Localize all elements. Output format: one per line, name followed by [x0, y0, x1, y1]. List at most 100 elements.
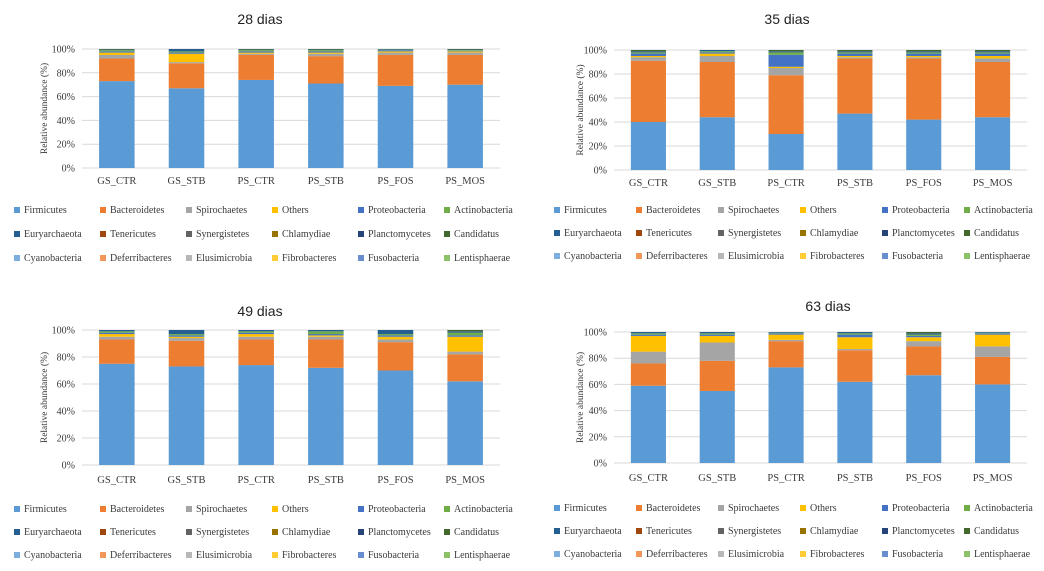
bar-segment-firmicutes: [975, 384, 1011, 463]
legend-swatch: [358, 255, 364, 261]
bar-segment-others: [168, 336, 205, 339]
legend-swatch: [554, 505, 560, 511]
bar-segment-proteobacteria: [699, 52, 735, 54]
bar-segment-bacteroidetes: [238, 54, 274, 80]
legend-swatch: [272, 552, 278, 558]
bar-segment-spirochaetes: [699, 56, 735, 62]
bar-segment-euryarchaeota: [238, 49, 274, 51]
bar-segment-actinobacteria: [768, 52, 804, 55]
bar-segment-actinobacteria: [377, 49, 414, 51]
bar-segment-firmicutes: [837, 113, 873, 170]
bar-segment-spirochaetes: [447, 351, 483, 355]
bar-segment-proteobacteria: [699, 334, 735, 336]
bar-segment-bacteroidetes: [837, 58, 873, 114]
legend-swatch: [444, 552, 450, 558]
legend-swatch: [554, 253, 560, 259]
bar-segment-spirochaetes: [837, 349, 873, 351]
legend-label: Chlamydiae: [810, 228, 859, 239]
bar-segment-others: [975, 56, 1011, 59]
bar-segment-actinobacteria: [238, 331, 274, 333]
legend-label: Cyanobacteria: [564, 251, 622, 262]
legend-swatch: [100, 207, 106, 213]
legend-label: Tenericutes: [110, 229, 156, 240]
bar-segment-firmicutes: [975, 117, 1011, 170]
chart-panel-35: 35 dias 0% 20% 40% 60% 80% 100% Relative abunda…: [522, 0, 1044, 285]
legend-label: Fibrobacteres: [810, 251, 865, 262]
x-category-label: PS_CTR: [237, 475, 274, 486]
bar-segment-proteobacteria: [447, 50, 483, 52]
legend-swatch: [14, 529, 20, 535]
legend-swatch: [272, 207, 278, 213]
legend-swatch: [100, 506, 106, 512]
bar-segment-spirochaetes: [168, 338, 205, 341]
bar-segment-actinobacteria: [447, 332, 483, 336]
legend-label: Elusimicrobia: [728, 251, 785, 262]
bar-segment-euryarchaeota: [975, 51, 1011, 53]
bar-segment-proteobacteria: [975, 53, 1011, 56]
y-axis-label: Relative abundance (%): [575, 64, 586, 155]
x-category-label: GS_STB: [698, 473, 736, 484]
bar-segment-bacteroidetes: [906, 58, 942, 120]
bar-segment-firmicutes: [168, 88, 205, 168]
legend-swatch: [444, 207, 450, 213]
legend-label: Others: [282, 205, 309, 216]
bar-segment-firmicutes: [238, 365, 274, 465]
bar-segment-proteobacteria: [906, 53, 942, 56]
x-category-label: GS_STB: [698, 178, 736, 189]
legend-label: Candidatus: [974, 526, 1019, 537]
bar-segment-firmicutes: [447, 84, 483, 168]
bar-segment-euryarchaeota: [238, 330, 274, 332]
bar-segment-proteobacteria: [906, 335, 942, 338]
legend-label: Deferribacteres: [646, 251, 708, 262]
bar-segment-others: [168, 53, 205, 63]
legend-label: Tenericutes: [646, 228, 692, 239]
legend-label: Euryarchaeota: [564, 526, 622, 537]
legend-swatch: [718, 207, 724, 213]
y-tick-label: 80%: [57, 353, 75, 364]
y-tick-label: 20%: [589, 432, 607, 443]
legend-swatch: [554, 207, 560, 213]
legend-label: Candidatus: [454, 527, 499, 538]
bar-segment-bacteroidetes: [630, 60, 666, 122]
legend-swatch: [186, 255, 192, 261]
legend-swatch: [718, 253, 724, 259]
bar-segment-actinobacteria: [308, 331, 344, 335]
x-category-label: PS_STB: [837, 178, 873, 189]
chart-title: 35 dias: [764, 11, 809, 27]
bar-segment-others: [699, 53, 735, 56]
bar-segment-proteobacteria: [377, 50, 414, 52]
bar-segment-firmicutes: [308, 367, 344, 465]
bar-segment-actinobacteria: [377, 334, 414, 336]
bar-segment-firmicutes: [308, 83, 344, 168]
legend-label: Cyanobacteria: [24, 550, 82, 561]
bar-segment-actinobacteria: [699, 51, 735, 53]
y-tick-label: 60%: [589, 94, 607, 105]
legend-label: Tenericutes: [110, 527, 156, 538]
bar-segment-others: [377, 336, 414, 340]
legend-label: Candidatus: [974, 228, 1019, 239]
legend-swatch: [800, 528, 806, 534]
legend-label: Deferribacteres: [110, 550, 172, 561]
x-category-label: PS_FOS: [906, 473, 942, 484]
bar-segment-euryarchaeota: [308, 49, 344, 51]
bar-segment-actinobacteria: [308, 50, 344, 52]
bar-segment-proteobacteria: [168, 335, 205, 337]
bar-segment-bacteroidetes: [975, 356, 1011, 385]
legend-label: Bacteroidetes: [646, 205, 701, 216]
y-tick-label: 60%: [57, 92, 75, 103]
bar-segment-other-phyla: [238, 49, 274, 50]
bar-segment-proteobacteria: [768, 54, 804, 67]
legend-label: Firmicutes: [24, 205, 67, 216]
legend-swatch: [100, 231, 106, 237]
bar-segment-other-phyla: [630, 50, 666, 52]
y-axis-label: Relative abundance (%): [575, 352, 586, 443]
y-tick-label: 40%: [57, 116, 75, 127]
legend-swatch: [800, 207, 806, 213]
bar-segment-euryarchaeota: [975, 332, 1011, 333]
bar-segment-firmicutes: [837, 381, 873, 463]
bar-segment-bacteroidetes: [168, 63, 205, 89]
bar-segment-euryarchaeota: [168, 330, 205, 335]
bar-segment-actinobacteria: [99, 50, 135, 52]
bar-segment-spirochaetes: [630, 351, 666, 364]
legend-swatch: [964, 551, 970, 557]
